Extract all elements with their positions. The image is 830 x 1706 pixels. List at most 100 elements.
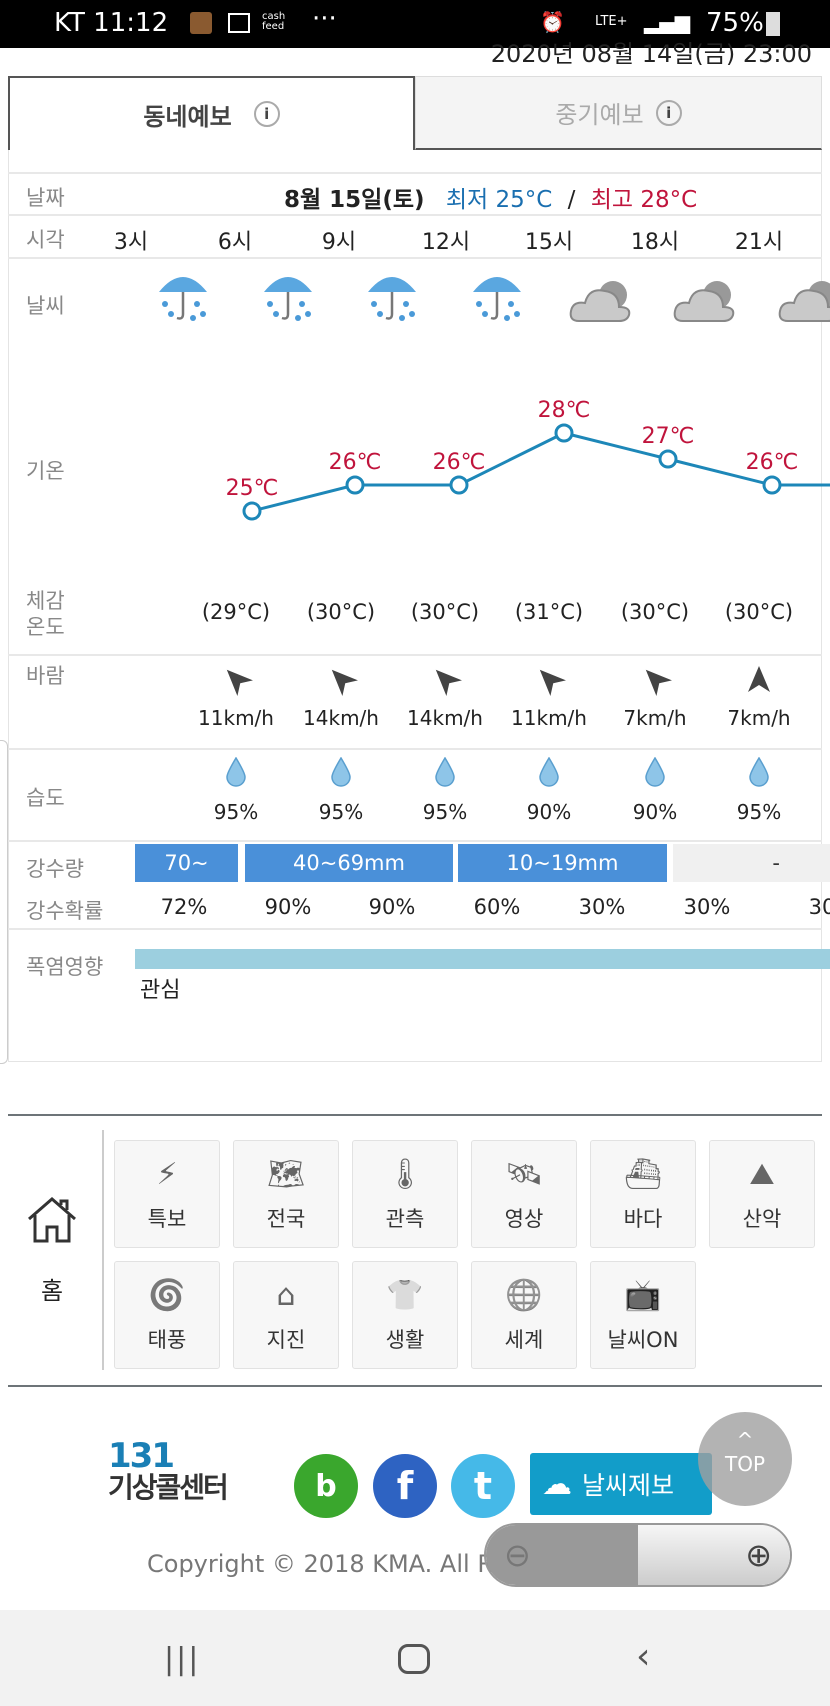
humidity-value: 90% [632, 800, 678, 824]
observation-icon: 🌡 [385, 1157, 425, 1192]
battery-icon [766, 12, 780, 36]
home-nav-button[interactable] [398, 1644, 430, 1674]
heat-impact-bar [135, 949, 830, 969]
menu-warning[interactable]: ⚡ 특보 [114, 1140, 220, 1248]
humidity-drop-icon [225, 756, 247, 791]
satellite-icon: 🛰 [504, 1157, 544, 1192]
temperature-label: 25℃ [226, 476, 279, 501]
temperature-point [345, 475, 365, 495]
rain-umbrella-icon [153, 266, 213, 330]
label-heat: 폭염영향 [26, 955, 104, 979]
zoom-in-button[interactable]: ⊕ [638, 1525, 790, 1585]
network-icon: LTE+ [595, 14, 628, 29]
nationwide-icon: 🗺 [266, 1157, 306, 1192]
call-center-logo[interactable]: 131 기상콜센터 [108, 1436, 229, 1504]
cloudy-icon [778, 275, 830, 329]
humidity-drop-icon [330, 756, 352, 791]
menu-satellite[interactable]: 🛰 영상 [471, 1140, 577, 1248]
hour-label: 9시 [321, 230, 357, 255]
rain-probability: 90% [264, 895, 312, 919]
heat-level: 관심 [140, 978, 181, 1003]
label-weather: 날씨 [26, 294, 65, 318]
rain-probability: 30% [683, 895, 731, 919]
label-rain-amount: 강수량 [26, 857, 84, 881]
temperature-point [762, 475, 782, 495]
rain-probability: 30% [578, 895, 626, 919]
temperature-label: 26℃ [746, 450, 799, 475]
humidity-drop-icon [538, 756, 560, 791]
menu-label: 특보 [147, 1207, 187, 1231]
menu-typhoon[interactable]: 🌀 태풍 [114, 1261, 220, 1369]
carrier-time: KT 11:12 [54, 8, 169, 38]
wind-speed: 11km/h [511, 706, 587, 730]
rain-amount-bar: - [673, 844, 830, 882]
home-label: 홈 [40, 1277, 64, 1305]
alarm-mute-icon: ⏰ [540, 10, 565, 34]
nav-bar: ||| ‹ [0, 1610, 830, 1706]
temperature-point [658, 449, 678, 469]
top-button[interactable]: ^ TOP [698, 1412, 792, 1506]
feel-temp: (30°C) [306, 600, 376, 624]
label-time: 시각 [26, 228, 65, 252]
feel-temp: (31°C) [514, 600, 584, 624]
menu-life[interactable]: 👕 생활 [352, 1261, 458, 1369]
tab-local-forecast[interactable]: 동네예보 i [8, 76, 415, 150]
tab-mid-forecast[interactable]: 중기예보 i [415, 76, 822, 150]
zoom-out-button[interactable]: ⊖ [486, 1525, 638, 1585]
menu-sea[interactable]: ⛴ 바다 [590, 1140, 696, 1248]
temperature-label: 26℃ [433, 450, 486, 475]
weather-on-icon: 📺 [624, 1278, 662, 1313]
signal-icon: ▂▄▆ [644, 10, 691, 34]
feel-temp: (29°C) [201, 600, 271, 624]
sea-icon: ⛴ [623, 1157, 663, 1192]
facebook-button[interactable]: f [373, 1454, 437, 1518]
menu-weather-on[interactable]: 📺 날씨ON [590, 1261, 696, 1369]
recents-button[interactable]: ||| [164, 1642, 201, 1677]
wind-direction-icon [640, 664, 672, 698]
back-button[interactable]: ‹ [636, 1636, 651, 1677]
menu-observation[interactable]: 🌡 관측 [352, 1140, 458, 1248]
side-handle[interactable] [0, 740, 8, 1064]
wind-direction-icon [744, 664, 774, 698]
info-icon[interactable]: i [253, 101, 280, 127]
menu-label: 영상 [504, 1207, 544, 1231]
copyright: Copyright © 2018 KMA. All Ri [147, 1550, 501, 1578]
rain-umbrella-icon [467, 266, 527, 330]
info-icon[interactable]: i [655, 99, 682, 126]
forecast-date: 8월 15일(토) [284, 187, 425, 213]
menu-label: 지진 [266, 1328, 306, 1352]
image-icon [228, 13, 250, 33]
warning-icon: ⚡ [156, 1157, 178, 1192]
temperature-label: 26℃ [329, 450, 382, 475]
label-temp: 기온 [26, 459, 65, 483]
forecast-panel [8, 150, 822, 1062]
temperature-chart: 25℃ 26℃ 26℃ 28℃ 27℃ 26℃ [226, 398, 830, 521]
menu-label: 바다 [623, 1207, 663, 1231]
menu-world[interactable]: 🌐 세계 [471, 1261, 577, 1369]
temperature-point [242, 501, 262, 521]
menu-earthquake[interactable]: ⌂ 지진 [233, 1261, 339, 1369]
menu-label: 날씨ON [607, 1328, 679, 1352]
mountain-icon: ⛰ [749, 1157, 775, 1192]
temperature-point [554, 423, 574, 443]
temperature-label: 27℃ [642, 424, 695, 449]
rain-probability: 90% [368, 895, 416, 919]
humidity-drop-icon [434, 756, 456, 791]
rain-probability: 60% [473, 895, 521, 919]
wind-speed: 7km/h [623, 706, 687, 730]
menu-mountain[interactable]: ⛰ 산악 [709, 1140, 815, 1248]
hour-label: 12시 [421, 230, 471, 255]
rain-umbrella-icon [362, 266, 422, 330]
twitter-button[interactable]: t [451, 1454, 515, 1518]
wind-direction-icon [534, 664, 566, 698]
menu-nationwide[interactable]: 🗺 전국 [233, 1140, 339, 1248]
menu-label: 세계 [504, 1328, 544, 1352]
wind-speed: 7km/h [727, 706, 791, 730]
rain-probability: 72% [160, 895, 208, 919]
label-feel: 체감 온도 [26, 589, 65, 639]
weather-report-button[interactable]: ☁ 날씨제보 [530, 1453, 712, 1515]
humidity-value: 95% [736, 800, 782, 824]
home-button[interactable]: 홈 [22, 1195, 82, 1306]
blog-button[interactable]: b [294, 1454, 358, 1518]
temperature-label: 28℃ [538, 398, 591, 423]
